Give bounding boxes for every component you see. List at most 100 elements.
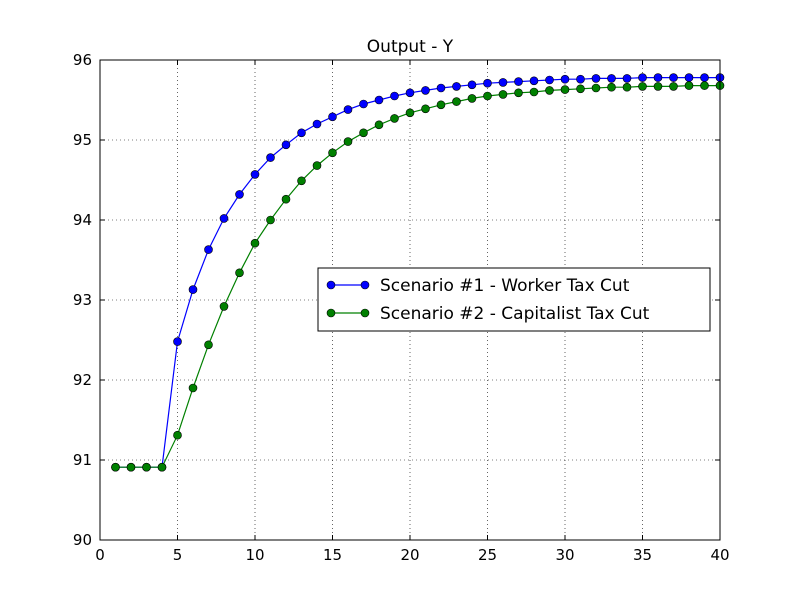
series-2-point xyxy=(173,430,182,440)
series-1-point xyxy=(669,73,678,82)
series-1-point xyxy=(266,153,275,162)
x-tick-label: 40 xyxy=(710,546,729,564)
series-1-point xyxy=(514,77,523,86)
series-2-point xyxy=(343,137,353,146)
series-2-point xyxy=(421,104,430,114)
legend-marker xyxy=(326,308,336,318)
series-2-point xyxy=(638,82,647,91)
series-2-point xyxy=(467,94,477,103)
x-tick-label: 10 xyxy=(245,546,264,564)
legend-box xyxy=(317,267,711,332)
series-1-point xyxy=(281,140,291,150)
axis-ticks: 0 5 10 15 20 25 30 35 40 90 91 92 93 94 95 96 xyxy=(73,51,730,564)
series-1-point xyxy=(173,337,182,346)
chart-title: Output - Y xyxy=(367,37,454,57)
series-2-point xyxy=(669,82,678,91)
x-tick-label: 25 xyxy=(478,546,497,564)
series-2-line xyxy=(115,84,720,468)
x-tick-label: 5 xyxy=(173,546,183,564)
series-2-point xyxy=(126,462,136,472)
series-1-point xyxy=(297,128,306,138)
series-2-point xyxy=(390,114,399,123)
y-tick-label: 93 xyxy=(73,291,92,309)
series-1-point xyxy=(653,73,663,82)
series-2-point xyxy=(204,340,213,350)
y-tick-label: 95 xyxy=(73,131,92,149)
series-2-point xyxy=(157,462,167,472)
series-2-point xyxy=(653,82,663,91)
series-2-point xyxy=(219,302,229,311)
series-2-point xyxy=(576,84,585,94)
series-2-point xyxy=(328,148,337,158)
legend-marker xyxy=(360,308,370,318)
series-2-point xyxy=(622,82,632,92)
series-1-point xyxy=(359,99,368,109)
series-2-point xyxy=(235,268,244,278)
series-2-point xyxy=(405,108,415,118)
legend-label: Scenario #2 - Capitalist Tax Cut xyxy=(380,304,650,324)
series-2-point xyxy=(700,81,709,90)
series-layer xyxy=(111,73,725,472)
series-2-point xyxy=(250,238,260,248)
series-2 xyxy=(111,81,725,472)
series-1-point xyxy=(204,245,213,254)
series-1-point xyxy=(328,112,337,122)
series-1-point xyxy=(188,285,198,294)
series-2-point xyxy=(591,83,601,93)
series-1-point xyxy=(250,170,260,179)
series-1-point xyxy=(607,74,616,83)
series-2-point xyxy=(281,194,291,204)
series-1-point xyxy=(452,82,461,91)
series-2-point xyxy=(142,462,151,472)
series-2-point xyxy=(266,215,275,225)
series-1-point xyxy=(638,73,647,82)
series-2-point xyxy=(436,100,446,110)
series-1-point xyxy=(622,74,632,83)
legend-marker xyxy=(326,280,336,290)
y-tick-label: 90 xyxy=(73,531,92,549)
series-2-point xyxy=(560,85,570,94)
series-1-point xyxy=(700,73,709,82)
legend-marker xyxy=(360,280,370,290)
series-2-point xyxy=(684,81,694,90)
y-tick-label: 92 xyxy=(73,371,92,389)
x-tick-label: 30 xyxy=(555,546,574,564)
series-1-point xyxy=(374,95,384,105)
series-1-point xyxy=(405,88,415,98)
series-1-point xyxy=(343,105,353,114)
x-tick-label: 20 xyxy=(400,546,419,564)
y-tick-label: 94 xyxy=(73,211,92,229)
legend-label: Scenario #1 - Worker Tax Cut xyxy=(380,276,630,296)
series-1-point xyxy=(483,78,492,88)
series-1-point xyxy=(591,74,601,83)
series-1-point xyxy=(576,74,585,84)
series-1-point xyxy=(436,83,446,93)
series-1-line xyxy=(115,76,720,468)
series-1-point xyxy=(219,214,229,223)
x-tick-label: 35 xyxy=(633,546,652,564)
series-2-point xyxy=(452,97,461,106)
series-1-point xyxy=(467,80,477,90)
series-1-point xyxy=(529,76,539,86)
legend: Scenario #1 - Worker Tax Cut Scenario #2 … xyxy=(317,267,711,332)
series-2-point xyxy=(483,91,492,101)
series-2-point xyxy=(607,82,616,92)
series-1-point xyxy=(545,75,554,85)
x-tick-label: 15 xyxy=(323,546,342,564)
x-tick-label: 0 xyxy=(95,546,105,564)
series-1-point xyxy=(684,73,694,82)
series-1-point xyxy=(498,78,508,87)
legend-entry: Scenario #1 - Worker Tax Cut xyxy=(326,276,630,296)
series-1-point xyxy=(560,74,570,84)
series-2-point xyxy=(545,86,554,95)
series-1-point xyxy=(312,119,322,129)
legend-entry: Scenario #2 - Capitalist Tax Cut xyxy=(326,304,650,324)
series-2-point xyxy=(498,90,508,99)
y-tick-label: 91 xyxy=(73,451,92,469)
series-2-point xyxy=(514,88,523,98)
series-1-point xyxy=(421,86,430,95)
series-2-point xyxy=(312,161,322,170)
series-2-point xyxy=(374,120,384,130)
